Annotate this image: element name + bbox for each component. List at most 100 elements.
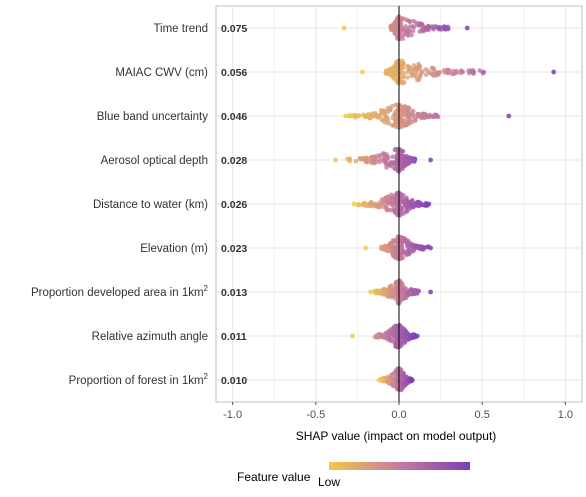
shap-point — [389, 68, 394, 73]
shap-point — [403, 209, 409, 215]
shap-point — [410, 332, 415, 338]
shap-point — [379, 197, 385, 202]
shap-point — [383, 108, 388, 114]
shap-point — [403, 157, 409, 162]
shap-point — [392, 147, 398, 153]
shap-point — [431, 26, 436, 32]
shap-point — [387, 284, 393, 289]
shap-point — [410, 28, 416, 34]
x-tick-label: 0.5 — [475, 409, 490, 421]
shap-point — [375, 288, 380, 294]
shap-point — [394, 154, 400, 160]
x-tick-label: 1.0 — [558, 409, 573, 421]
shap-point-extreme — [333, 157, 339, 163]
shap-point — [395, 301, 401, 306]
shap-point — [391, 325, 396, 331]
shap-point — [405, 75, 410, 80]
shap-point-extreme — [341, 25, 347, 31]
shap-point — [377, 153, 382, 159]
shap-point — [404, 122, 409, 127]
shap-point — [401, 74, 406, 80]
shap-point — [398, 287, 404, 293]
shap-point — [417, 22, 423, 28]
shap-point-extreme — [368, 289, 374, 295]
shap-point — [394, 245, 400, 251]
shap-point — [415, 244, 421, 249]
shap-point — [401, 117, 407, 123]
shap-point — [401, 79, 407, 85]
shap-point — [403, 295, 408, 301]
shap-point — [403, 328, 409, 334]
mean-shap-value: 0.010 — [221, 375, 247, 387]
shap-point — [372, 154, 377, 160]
shap-point — [402, 161, 407, 167]
shap-point — [388, 72, 394, 78]
shap-point — [423, 67, 429, 72]
shap-point-extreme — [464, 25, 470, 31]
shap-point — [391, 286, 396, 291]
shap-point-extreme — [343, 113, 349, 119]
shap-point-extreme — [414, 333, 420, 339]
x-axis-ticks: -1.0 -0.5 0.0 0.5 1.0 — [223, 402, 573, 421]
shap-point — [393, 331, 398, 337]
shap-point — [399, 58, 405, 63]
shap-point — [385, 207, 390, 213]
shap-point — [392, 23, 397, 29]
feature-label: Elevation (m) — [140, 243, 208, 255]
shap-point — [420, 245, 425, 250]
mean-shap-value: 0.023 — [221, 243, 247, 255]
shap-point — [477, 68, 483, 73]
feature-label: Relative azimuth angle — [92, 331, 208, 343]
shap-point — [393, 110, 398, 116]
shap-point — [381, 151, 387, 157]
shap-point — [353, 158, 359, 164]
shap-point — [411, 18, 416, 24]
shap-point — [471, 69, 476, 74]
shap-point — [379, 201, 385, 206]
feature-label: Aerosol optical depth — [101, 155, 208, 167]
shap-point — [386, 378, 392, 384]
shap-point-extreme — [428, 289, 434, 295]
mean-shap-value: 0.075 — [221, 23, 247, 35]
legend-title: Feature value — [237, 470, 311, 484]
shap-point — [415, 77, 420, 83]
shap-point — [347, 156, 353, 162]
shap-point — [402, 335, 408, 340]
x-axis-title: SHAP value (impact on model output) — [296, 429, 497, 443]
shap-point — [376, 157, 382, 163]
shap-point — [406, 247, 412, 253]
shap-point — [392, 122, 397, 128]
shap-point — [416, 64, 421, 69]
shap-point-extreme — [360, 69, 365, 75]
shap-point — [388, 24, 394, 29]
shap-point — [390, 103, 395, 109]
shap-point — [392, 200, 398, 206]
shap-point — [379, 110, 384, 116]
shap-point — [381, 119, 387, 124]
shap-point — [361, 156, 367, 162]
shap-point — [388, 160, 393, 165]
legend: Feature value Low — [237, 462, 470, 489]
mean-shap-value: 0.013 — [221, 287, 247, 299]
shap-point — [384, 161, 389, 166]
shap-point — [380, 377, 386, 383]
shap-point — [363, 203, 368, 208]
x-tick-label: -0.5 — [306, 409, 325, 421]
shap-point — [405, 105, 410, 110]
mean-shap-value: 0.056 — [221, 67, 247, 79]
shap-point-extreme — [428, 157, 434, 163]
shap-point — [400, 36, 406, 42]
shap-point — [402, 70, 407, 76]
shap-point — [403, 17, 408, 22]
shap-point — [407, 111, 412, 117]
shap-point — [412, 156, 418, 162]
shap-point — [443, 24, 448, 30]
shap-point — [407, 117, 412, 122]
shap-point — [369, 160, 375, 166]
shap-point — [481, 69, 487, 75]
shap-point — [403, 380, 409, 385]
shap-point — [420, 114, 426, 120]
shap-point — [406, 243, 412, 249]
shap-point — [409, 73, 415, 79]
